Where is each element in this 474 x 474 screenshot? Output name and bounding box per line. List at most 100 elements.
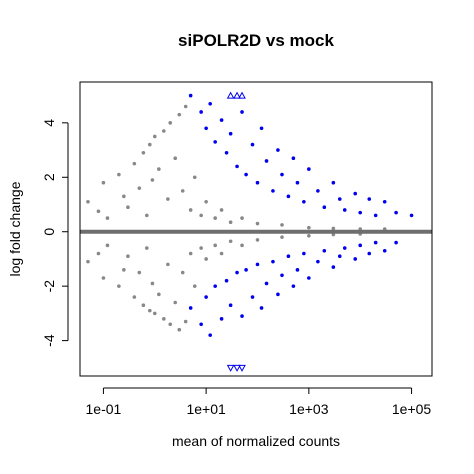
data-point xyxy=(152,311,157,316)
data-point xyxy=(276,148,280,152)
data-point xyxy=(204,257,208,261)
clipped-point-down xyxy=(226,364,235,372)
data-point xyxy=(259,126,264,131)
y-axis: -4 -2 0 2 4 xyxy=(41,119,69,347)
data-point xyxy=(228,239,233,244)
data-point xyxy=(331,226,336,231)
data-point xyxy=(219,251,224,256)
data-point xyxy=(358,210,363,215)
data-point xyxy=(307,234,311,238)
data-point xyxy=(235,164,239,169)
clipped-point-up xyxy=(238,91,246,99)
data-point xyxy=(250,142,255,147)
data-point xyxy=(255,238,260,242)
y-tick-label: 0 xyxy=(41,228,57,236)
data-point xyxy=(213,284,217,288)
data-point xyxy=(147,142,152,147)
data-point xyxy=(204,126,208,131)
data-point xyxy=(219,118,224,122)
data-point xyxy=(132,295,137,299)
data-point xyxy=(353,191,358,196)
data-point xyxy=(213,140,217,144)
data-point xyxy=(373,213,378,218)
data-point xyxy=(342,246,347,250)
data-point xyxy=(199,322,203,327)
data-point xyxy=(307,167,311,171)
data-point xyxy=(228,220,233,224)
y-tick-label: -4 xyxy=(41,334,57,347)
data-point xyxy=(291,284,296,288)
clipped-point-down xyxy=(238,364,246,372)
data-point xyxy=(141,303,146,308)
data-point xyxy=(162,129,166,133)
clipped-point-up xyxy=(226,91,235,99)
data-point xyxy=(199,213,203,218)
data-point xyxy=(122,268,126,272)
y-axis-label: log fold change xyxy=(7,181,23,276)
data-point xyxy=(291,156,296,161)
data-point xyxy=(157,167,161,171)
data-point xyxy=(316,259,320,264)
data-point xyxy=(126,254,130,259)
data-point xyxy=(337,197,342,201)
x-axis-label: mean of normalized counts xyxy=(172,433,340,449)
data-point xyxy=(173,300,178,305)
data-point xyxy=(255,221,260,226)
data-point xyxy=(255,180,260,185)
data-point xyxy=(162,317,166,321)
data-point xyxy=(295,180,300,185)
plot-area-border xyxy=(79,81,433,377)
data-point xyxy=(177,327,182,332)
data-point xyxy=(86,199,90,204)
data-point xyxy=(331,180,336,185)
data-point xyxy=(280,235,284,239)
data-point xyxy=(302,199,306,204)
data-point xyxy=(240,314,244,318)
data-point xyxy=(117,284,121,288)
data-point xyxy=(168,322,173,327)
data-point xyxy=(373,240,378,245)
y-tick-label: 4 xyxy=(41,119,57,127)
data-point xyxy=(145,246,149,250)
data-point xyxy=(382,248,387,253)
data-point xyxy=(188,93,193,98)
data-point xyxy=(255,262,260,267)
x-axis: 1e-01 1e+01 1e+03 1e+05 xyxy=(86,387,431,417)
data-point xyxy=(132,161,137,166)
data-point xyxy=(177,112,182,117)
data-point xyxy=(409,213,414,218)
data-point xyxy=(219,317,224,321)
data-point xyxy=(166,197,170,201)
data-point xyxy=(224,150,229,155)
data-point xyxy=(105,243,110,248)
data-point xyxy=(180,270,185,275)
x-tick-label: 1e-01 xyxy=(86,401,122,417)
data-point xyxy=(122,194,126,199)
data-point xyxy=(204,295,208,299)
data-point xyxy=(152,134,157,139)
data-point xyxy=(183,319,188,324)
data-point xyxy=(137,270,142,275)
data-point xyxy=(382,199,387,204)
data-point xyxy=(240,243,244,248)
data-point xyxy=(192,175,197,180)
data-point xyxy=(188,306,193,310)
data-point xyxy=(150,178,155,182)
data-point xyxy=(101,180,106,185)
data-point xyxy=(244,172,248,177)
data-point xyxy=(86,259,90,264)
data-point xyxy=(141,150,146,155)
data-point xyxy=(105,216,110,220)
data-point xyxy=(117,172,121,177)
data-point xyxy=(150,281,155,286)
data-point xyxy=(250,295,255,299)
data-point xyxy=(240,110,244,114)
data-point xyxy=(307,276,311,280)
data-point xyxy=(137,186,142,190)
clipped-point-down xyxy=(233,364,241,372)
data-point xyxy=(280,172,284,177)
data-point xyxy=(166,262,170,267)
data-point xyxy=(358,243,363,248)
data-point xyxy=(235,270,239,275)
